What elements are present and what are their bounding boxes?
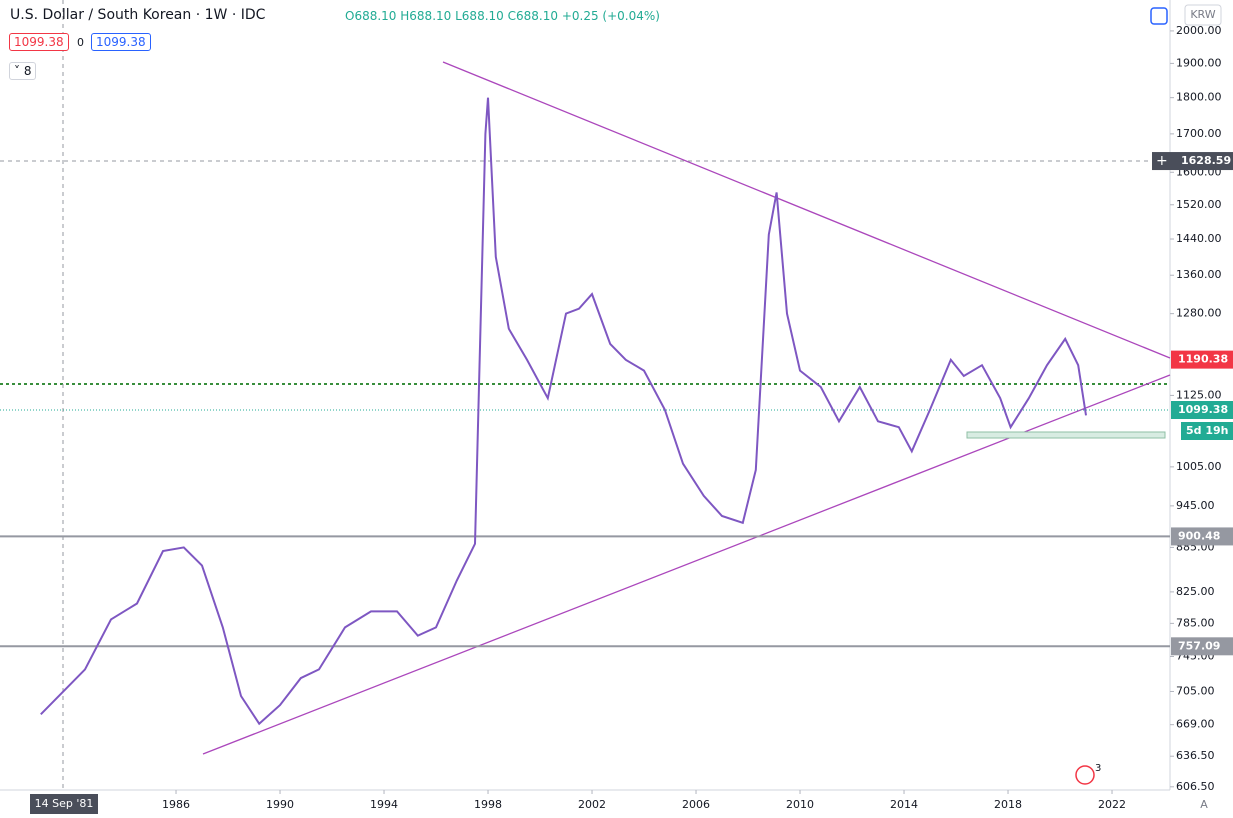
range-box xyxy=(966,431,1166,439)
upper-trendline xyxy=(442,61,1171,359)
scale-mode[interactable]: A xyxy=(1200,798,1208,811)
open: O688.10 xyxy=(345,9,397,23)
x-tick-label: 1990 xyxy=(266,798,294,811)
x-tick-label: 2010 xyxy=(786,798,814,811)
y-tick-label: 2000.00 xyxy=(1176,24,1222,37)
y-tick-label: 1440.00 xyxy=(1176,232,1222,245)
y-tick-label: 945.00 xyxy=(1176,499,1215,512)
y-tick-label: 1520.00 xyxy=(1176,198,1222,211)
price-label-box xyxy=(1171,637,1233,656)
y-tick-label: 825.00 xyxy=(1176,585,1215,598)
x-tick-label: 2006 xyxy=(682,798,710,811)
screenshot-button[interactable] xyxy=(1150,7,1168,25)
y-tick-label: 1005.00 xyxy=(1176,460,1222,473)
y-tick-label: 669.00 xyxy=(1176,718,1215,731)
currency-box[interactable] xyxy=(1184,4,1222,26)
x-tick-label: 2014 xyxy=(890,798,918,811)
y-tick-label: 785.00 xyxy=(1176,616,1215,629)
x-tick-label: 1994 xyxy=(370,798,398,811)
ohlc: O688.10 H688.10 L688.10 C688.10 +0.25 (+… xyxy=(345,9,660,23)
price-label-box xyxy=(1171,527,1233,546)
y-tick-label: 1900.00 xyxy=(1176,56,1222,69)
x-tick-label: 2022 xyxy=(1098,798,1126,811)
y-tick-label: 705.00 xyxy=(1176,684,1215,697)
notification-icon[interactable] xyxy=(1075,765,1095,785)
x-tick-label: 1986 xyxy=(162,798,190,811)
indicators-toggle[interactable]: ˅ 8 xyxy=(9,62,37,80)
countdown: 5d 19h xyxy=(1186,424,1229,437)
y-tick-label: 1125.00 xyxy=(1176,388,1222,401)
price-line-series xyxy=(40,97,1087,726)
countdown-box xyxy=(1181,421,1233,440)
indicators-count: 8 xyxy=(23,64,32,78)
notification-count: 3 xyxy=(1095,763,1101,774)
currency: KRW xyxy=(1190,8,1215,21)
symbol-title[interactable]: U.S. Dollar / South Korean · 1W · IDC xyxy=(10,7,266,23)
price-label: 1099.38 xyxy=(1178,403,1228,416)
price-label: 900.48 xyxy=(1178,529,1220,542)
x-tick-label: 1998 xyxy=(474,798,502,811)
low: L688.10 xyxy=(455,9,504,23)
y-tick-label: 1800.00 xyxy=(1176,91,1222,104)
y-tick-label: 1360.00 xyxy=(1176,268,1222,281)
price-label: 1190.38 xyxy=(1178,353,1228,366)
price-label: 757.09 xyxy=(1178,639,1220,652)
crosshair-date: 14 Sep '81 xyxy=(35,797,94,810)
change: +0.25 (+0.04%) xyxy=(561,9,660,23)
spread: 0 xyxy=(77,36,84,49)
crosshair-plus: + xyxy=(1156,153,1168,169)
crosshair-price-box xyxy=(1152,152,1233,171)
price-label-box xyxy=(1171,350,1233,369)
y-tick-label: 1280.00 xyxy=(1176,307,1222,320)
x-tick-label: 2002 xyxy=(578,798,606,811)
y-tick-label: 606.50 xyxy=(1176,780,1215,793)
y-tick-label: 636.50 xyxy=(1176,749,1215,762)
crosshair-price: 1628.59 xyxy=(1181,154,1231,167)
price-label-box xyxy=(1171,400,1233,419)
x-tick-label: 2018 xyxy=(994,798,1022,811)
crosshair-date-box xyxy=(30,794,98,814)
sell-badge[interactable]: 1099.38 xyxy=(9,33,69,51)
close: C688.10 xyxy=(507,9,558,23)
high: H688.10 xyxy=(400,9,452,23)
y-tick-label: 1700.00 xyxy=(1176,127,1222,140)
buy-badge[interactable]: 1099.38 xyxy=(91,33,151,51)
